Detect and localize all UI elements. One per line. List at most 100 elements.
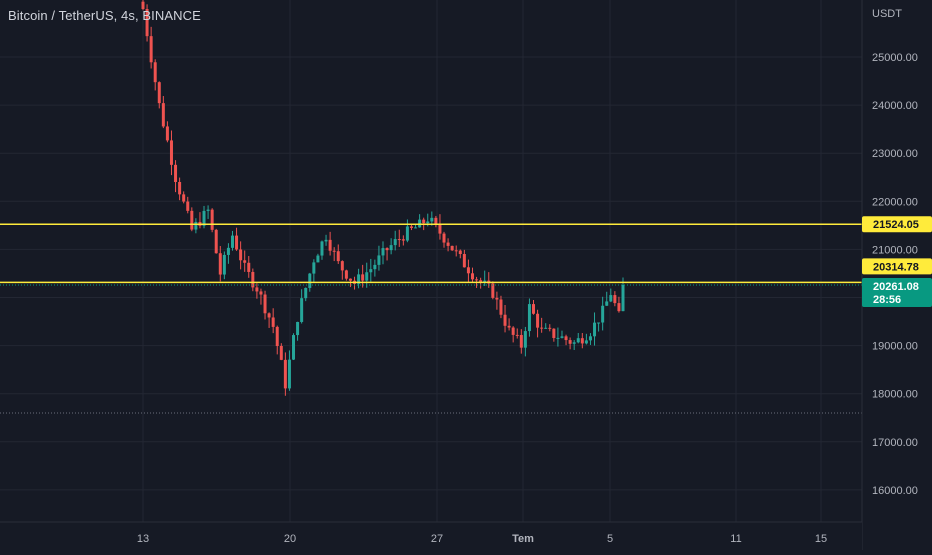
candle-body bbox=[458, 250, 462, 255]
candle-body bbox=[422, 219, 426, 224]
candle-body bbox=[161, 103, 165, 127]
candle-body bbox=[576, 338, 580, 343]
candle-body bbox=[259, 291, 263, 295]
candle-body bbox=[243, 260, 247, 263]
candle-body bbox=[584, 340, 588, 344]
time-tick-label: 13 bbox=[137, 533, 149, 545]
candle-body bbox=[532, 304, 536, 314]
candle-body bbox=[385, 248, 389, 251]
grid bbox=[0, 0, 862, 522]
candle-body bbox=[287, 359, 291, 389]
candle-body bbox=[357, 274, 361, 284]
candle-body bbox=[304, 287, 308, 299]
last-price-badge-text: 28:56 bbox=[873, 294, 901, 306]
candle-body bbox=[292, 335, 296, 360]
candle-body bbox=[361, 274, 365, 281]
candle-body bbox=[206, 209, 210, 211]
candle-body bbox=[409, 226, 413, 228]
candle-body bbox=[369, 269, 373, 273]
candle-body bbox=[621, 284, 625, 312]
candle-body bbox=[527, 304, 531, 332]
time-tick-label: 27 bbox=[431, 533, 443, 545]
candle-body bbox=[267, 313, 271, 318]
candle-body bbox=[613, 295, 617, 304]
candle-body bbox=[328, 239, 332, 251]
candle-body bbox=[479, 280, 483, 282]
candle-body bbox=[247, 262, 251, 272]
candle-body bbox=[438, 223, 442, 234]
candle-body bbox=[348, 278, 352, 281]
candle-body bbox=[145, 9, 149, 37]
candle-body bbox=[149, 36, 153, 63]
time-tick-label: Tem bbox=[512, 533, 534, 545]
currency-label: USDT bbox=[872, 8, 902, 20]
candle-body bbox=[430, 217, 434, 222]
candle-body bbox=[316, 255, 320, 263]
upper-line-badge-bg bbox=[862, 216, 932, 233]
candle-body bbox=[511, 327, 515, 335]
candle-body bbox=[320, 241, 324, 256]
candle-body bbox=[434, 217, 438, 224]
symbol-title[interactable]: Bitcoin / TetherUS, 4s, BINANCE bbox=[8, 8, 201, 23]
candle-body bbox=[222, 254, 226, 275]
candle-body bbox=[519, 335, 523, 348]
candle-body bbox=[153, 62, 157, 83]
candle-body bbox=[462, 254, 466, 268]
candle-body bbox=[523, 331, 527, 348]
candle-body bbox=[414, 227, 418, 229]
candle-body bbox=[405, 226, 409, 241]
candle-body bbox=[442, 233, 446, 243]
candle-body bbox=[178, 181, 182, 195]
candle-body bbox=[536, 313, 540, 328]
candle-body bbox=[499, 299, 503, 315]
candle-body bbox=[544, 327, 548, 329]
lower-line-badge-bg bbox=[862, 258, 932, 275]
candle-body bbox=[593, 322, 597, 337]
candle-body bbox=[214, 229, 218, 254]
candle-body bbox=[470, 273, 474, 280]
last-price-badge-text: 20261.08 bbox=[873, 281, 919, 293]
candle-body bbox=[588, 336, 592, 341]
candle-body bbox=[279, 345, 283, 360]
time-tick-label: 5 bbox=[607, 533, 613, 545]
candle-body bbox=[165, 126, 169, 141]
candle-body bbox=[296, 321, 300, 336]
candle-body bbox=[235, 235, 239, 250]
price-tick-label: 25000.00 bbox=[872, 52, 918, 64]
candle-body bbox=[300, 298, 304, 322]
price-tick-label: 17000.00 bbox=[872, 437, 918, 449]
candle-body bbox=[218, 253, 222, 275]
candle-body bbox=[324, 239, 328, 242]
last-price-badge-bg bbox=[862, 277, 932, 307]
candle-body bbox=[454, 250, 458, 252]
candle-body bbox=[450, 245, 454, 251]
candle-body bbox=[617, 303, 621, 312]
candle-body bbox=[182, 194, 186, 202]
candle-body bbox=[174, 164, 178, 182]
candle-body bbox=[251, 271, 255, 288]
candle-body bbox=[483, 280, 487, 282]
candles bbox=[141, 0, 625, 396]
candle-body bbox=[377, 255, 381, 265]
upper-line-badge-text: 21524.05 bbox=[873, 219, 919, 231]
candle-body bbox=[202, 210, 206, 226]
candle-body bbox=[308, 273, 312, 288]
candle-body bbox=[507, 325, 511, 328]
price-tick-label: 22000.00 bbox=[872, 196, 918, 208]
candle-body bbox=[344, 270, 348, 279]
candle-body bbox=[475, 279, 479, 281]
price-axis: USDT16000.0017000.0018000.0019000.002000… bbox=[861, 0, 932, 550]
price-axis-background bbox=[862, 0, 932, 550]
candle-body bbox=[210, 209, 214, 230]
candle-body bbox=[560, 336, 564, 338]
candle-body bbox=[389, 245, 393, 251]
time-axis: 13 20 27 Tem 5 11 15 bbox=[0, 521, 862, 550]
price-tick-label: 23000.00 bbox=[872, 148, 918, 160]
candle-body bbox=[426, 221, 430, 224]
price-tick-label: 24000.00 bbox=[872, 100, 918, 112]
candle-body bbox=[491, 283, 495, 298]
candle-body bbox=[226, 247, 230, 255]
